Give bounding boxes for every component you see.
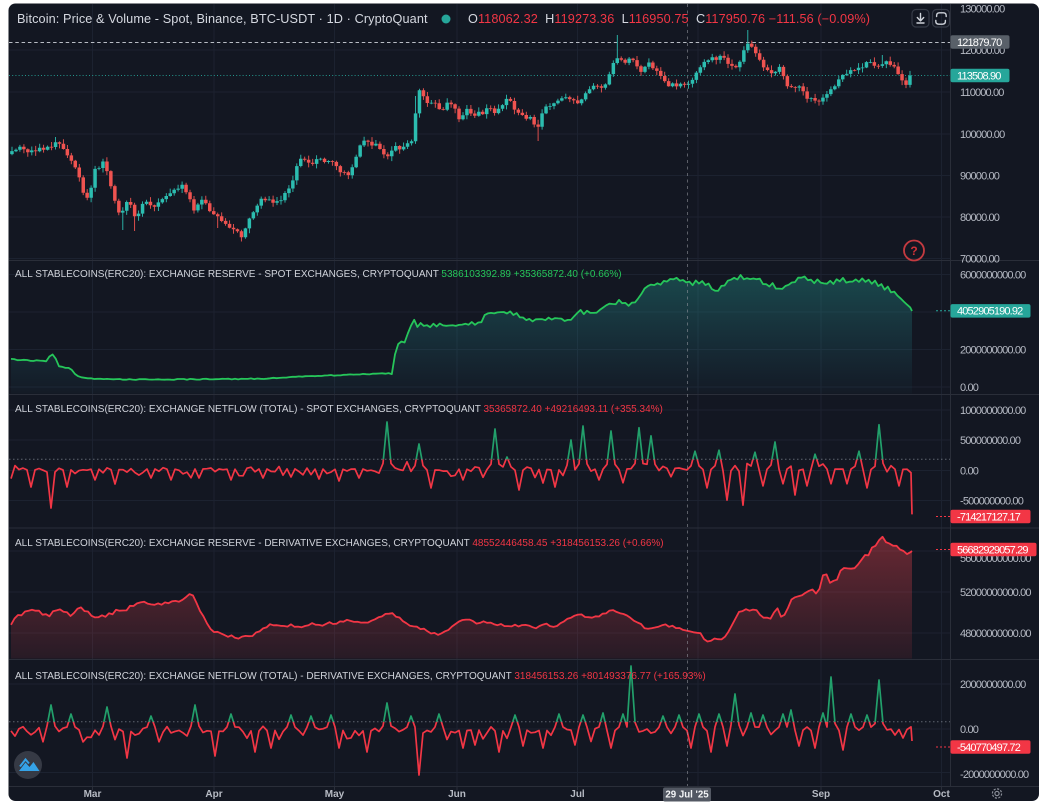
svg-text:-500000000.00: -500000000.00 (960, 495, 1024, 507)
svg-text:0.00: 0.00 (960, 724, 979, 736)
svg-text:ALL STABLECOINS(ERC20): EXCHAN: ALL STABLECOINS(ERC20): EXCHANGE RESERVE… (15, 269, 622, 280)
svg-text:500000000.00: 500000000.00 (960, 435, 1021, 447)
svg-text:56682929057.29: 56682929057.29 (957, 544, 1028, 556)
svg-text:52000000000.00: 52000000000.00 (960, 587, 1031, 599)
svg-text:2000000000.00: 2000000000.00 (960, 679, 1026, 691)
svg-text:113508.90: 113508.90 (957, 70, 1001, 82)
svg-text:80000.00: 80000.00 (960, 212, 1000, 224)
svg-text:May: May (325, 789, 345, 800)
svg-text:0.00: 0.00 (960, 465, 979, 477)
svg-text:0.00: 0.00 (960, 382, 979, 394)
svg-text:121879.70: 121879.70 (957, 37, 1002, 49)
svg-text:Mar: Mar (84, 789, 102, 800)
svg-text:-540770497.72: -540770497.72 (957, 742, 1021, 754)
svg-text:Oct: Oct (933, 789, 950, 800)
svg-text:6000000000.00: 6000000000.00 (960, 269, 1026, 281)
svg-text:48000000000.00: 48000000000.00 (960, 628, 1031, 640)
svg-text:70000.00: 70000.00 (960, 253, 1000, 265)
svg-text:2000000000.00: 2000000000.00 (960, 344, 1026, 356)
svg-text:90000.00: 90000.00 (960, 170, 1000, 182)
svg-text:Bitcoin: Price & Volume - Spot: Bitcoin: Price & Volume - Spot, Binance,… (17, 12, 428, 26)
svg-text:O118062.32 H119273.36 L11695: O118062.32 H119273.36 L116950.75 C117950… (468, 12, 870, 26)
svg-text:ALL STABLECOINS(ERC20): EXCHAN: ALL STABLECOINS(ERC20): EXCHANGE NETFLOW… (15, 671, 706, 682)
svg-text:-2000000000.00: -2000000000.00 (960, 769, 1029, 781)
svg-text:1000000000.00: 1000000000.00 (960, 405, 1026, 417)
svg-text:Jun: Jun (448, 789, 466, 800)
svg-text:100000.00: 100000.00 (960, 129, 1005, 141)
svg-text:Jul: Jul (570, 789, 585, 800)
svg-text:110000.00: 110000.00 (960, 87, 1004, 99)
svg-text:130000.00: 130000.00 (960, 3, 1005, 15)
svg-text:ALL STABLECOINS(ERC20): EXCHAN: ALL STABLECOINS(ERC20): EXCHANGE NETFLOW… (15, 404, 663, 415)
svg-text:29 Jul '25: 29 Jul '25 (665, 790, 709, 801)
svg-text:Apr: Apr (205, 789, 222, 800)
svg-text:-714217127.17: -714217127.17 (957, 511, 1021, 523)
svg-text:ALL STABLECOINS(ERC20): EXCHAN: ALL STABLECOINS(ERC20): EXCHANGE RESERVE… (15, 538, 664, 549)
svg-text:4052905190.92: 4052905190.92 (957, 306, 1023, 318)
svg-text:?: ? (910, 244, 917, 258)
svg-text:Sep: Sep (812, 789, 830, 800)
